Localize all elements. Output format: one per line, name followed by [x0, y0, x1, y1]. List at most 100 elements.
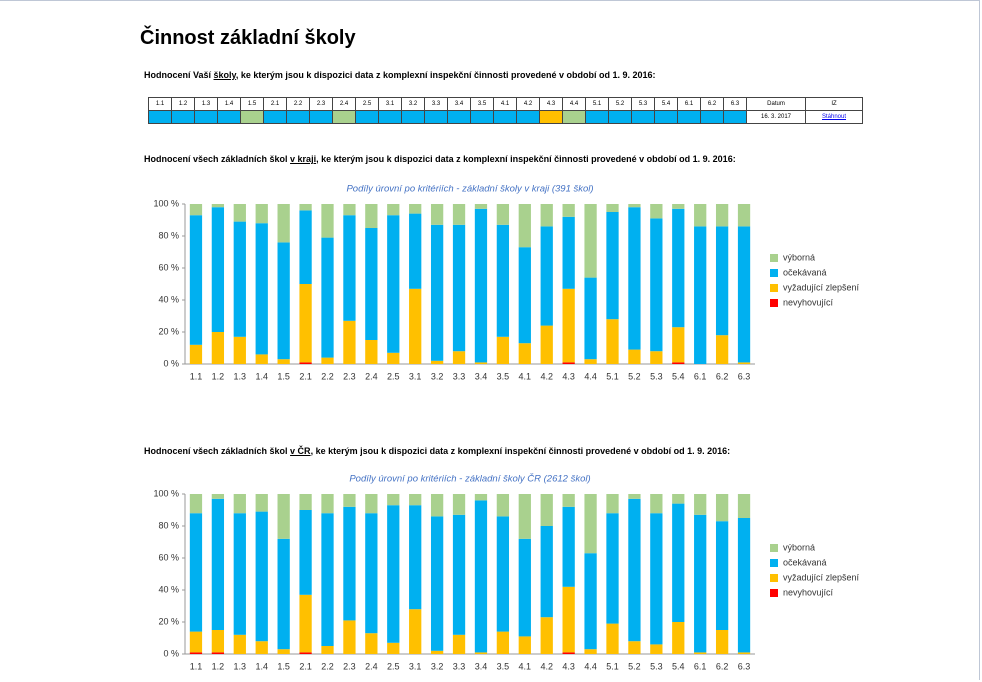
bar-segment: [650, 644, 663, 654]
legend-label: výborná: [783, 252, 815, 262]
rating-cell: [493, 110, 517, 124]
bar-segment: [255, 204, 268, 224]
header-cell: 5.1: [585, 97, 609, 111]
header-cell: 3.5: [470, 97, 494, 111]
rating-cell: [539, 110, 563, 124]
results-table: 1.1 1.2 1.3 1.4 1.5 2.1 2.2 2.3 2.4 2.5 3.1 3.2 3.3 3…: [148, 97, 863, 124]
y-tick-label: 100 %: [153, 198, 179, 208]
rating-cell: [240, 110, 264, 124]
bar-segment: [650, 494, 663, 514]
y-tick-label: 40 %: [158, 584, 179, 594]
bar-segment: [299, 652, 312, 654]
bar-segment: [650, 351, 663, 364]
bar-segment: [255, 511, 268, 642]
bar-segment: [387, 505, 400, 643]
bar-segment: [343, 204, 356, 216]
header-cell: 2.1: [263, 97, 287, 111]
x-tick-label: 2.2: [321, 371, 334, 381]
bar-segment: [321, 513, 334, 646]
header-cell: 3.2: [401, 97, 425, 111]
x-tick-label: 5.3: [650, 371, 663, 381]
bar-segment: [299, 284, 312, 363]
rating-cell: [700, 110, 724, 124]
x-tick-label: 5.4: [672, 661, 685, 671]
legend-swatch: [770, 559, 778, 567]
chart-title: Podíly úrovní po kritériích - základní š…: [346, 184, 593, 195]
download-link[interactable]: Stáhnout: [821, 114, 847, 120]
bar-segment: [562, 506, 575, 587]
heading-text: v kraji: [290, 154, 317, 164]
bar-segment: [628, 494, 641, 499]
bar-segment: [343, 506, 356, 621]
x-tick-label: 6.2: [716, 371, 729, 381]
x-tick-label: 2.3: [343, 371, 356, 381]
rating-cell: [194, 110, 218, 124]
bar-segment: [606, 494, 619, 514]
bar-segment: [299, 204, 312, 211]
legend-swatch: [770, 254, 778, 262]
x-tick-label: 4.2: [540, 661, 553, 671]
bar-segment: [628, 641, 641, 654]
x-tick-label: 6.1: [694, 371, 707, 381]
bar-segment: [277, 242, 290, 360]
bar-segment: [518, 204, 531, 248]
bar-segment: [562, 204, 575, 217]
bar-segment: [409, 204, 422, 214]
y-tick-label: 20 %: [158, 616, 179, 626]
section-heading: Hodnocení všech základních škol v ČR, ke…: [144, 446, 730, 456]
bar-segment: [672, 362, 685, 364]
bar-segment: [189, 631, 203, 653]
rating-cell: [217, 110, 241, 124]
bar-segment: [737, 204, 751, 227]
bar-segment: [277, 538, 290, 650]
bar-segment: [277, 494, 290, 539]
x-tick-label: 3.2: [431, 371, 444, 381]
table-row: 16. 3. 2017 Stáhnout: [148, 110, 863, 124]
bar-segment: [430, 494, 444, 517]
heading-text: školy: [213, 70, 236, 80]
bar-segment: [540, 226, 553, 326]
rating-cell: [332, 110, 356, 124]
header-cell: 2.5: [355, 97, 379, 111]
x-tick-label: 6.1: [694, 661, 707, 671]
bar-segment: [189, 494, 203, 514]
x-tick-label: 6.2: [716, 661, 729, 671]
bar-segment: [540, 204, 553, 227]
bar-segment: [233, 204, 246, 222]
y-tick-label: 0 %: [163, 648, 179, 658]
y-tick-label: 60 %: [158, 552, 179, 562]
header-cell: 2.2: [286, 97, 310, 111]
x-tick-label: 4.1: [519, 661, 532, 671]
legend-label: vyžadující zlepšení: [783, 572, 860, 582]
bar-segment: [672, 494, 685, 504]
bar-segment: [584, 553, 597, 650]
bar-segment: [715, 521, 729, 630]
bar-segment: [672, 622, 685, 654]
header-cell: 4.1: [493, 97, 517, 111]
bar-segment: [628, 204, 641, 208]
bar-segment: [452, 351, 466, 364]
bar-segment: [540, 526, 553, 618]
bar-segment: [518, 247, 531, 344]
rating-cell: [723, 110, 747, 124]
bar-segment: [343, 620, 356, 654]
page-title: Činnost základní školy: [140, 27, 356, 49]
bar-segment: [562, 586, 575, 653]
rating-cell: [447, 110, 471, 124]
legend-swatch: [770, 299, 778, 307]
bar-segment: [672, 503, 685, 622]
bar-segment: [452, 224, 466, 352]
x-tick-label: 5.4: [672, 371, 685, 381]
x-tick-label: 1.2: [212, 661, 225, 671]
rating-cell: [654, 110, 678, 124]
heading-text: , ke kterým jsou k dispozici data z komp…: [310, 446, 731, 456]
table-header: 1.1 1.2 1.3 1.4 1.5 2.1 2.2 2.3 2.4 2.5 3.1 3.2 3.3 3…: [148, 97, 863, 111]
bar-segment: [694, 652, 707, 654]
rating-cell: [608, 110, 632, 124]
header-cell: 3.1: [378, 97, 402, 111]
bar-segment: [562, 216, 575, 289]
bar-segment: [277, 204, 290, 243]
bar-segment: [474, 652, 488, 654]
x-tick-label: 4.4: [584, 371, 597, 381]
bar-segment: [211, 630, 225, 653]
